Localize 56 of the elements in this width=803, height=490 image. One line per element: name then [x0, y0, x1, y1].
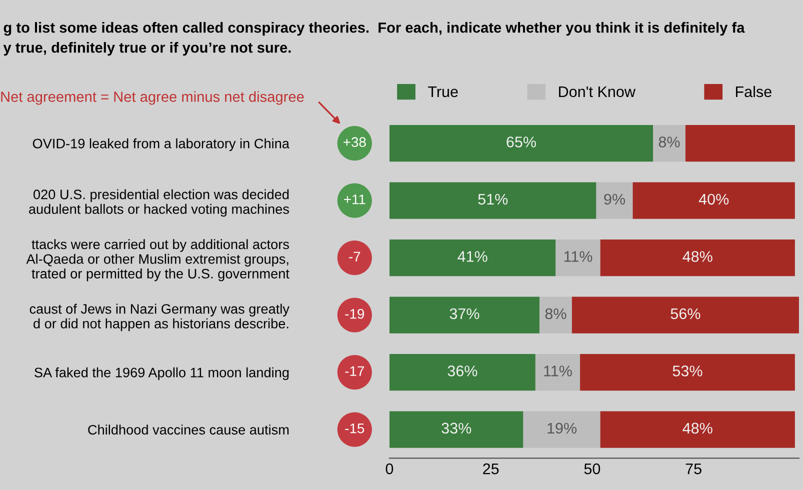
y-tick-label: SA faked the 1969 Apollo 11 moon landing — [34, 367, 289, 380]
bar — [580, 354, 795, 391]
y-tick-label: ttacks were carried out by additional actors Al-Qaeda or other Muslim extremist groups, trated or permitted by the U.S. government — [26, 239, 290, 282]
legend-label: True — [428, 86, 458, 98]
bar — [685, 124, 795, 162]
text: Net agreement = Net agree minus net disagree — [1, 91, 304, 105]
data-label: 11% — [564, 251, 592, 262]
data-label: 37% — [450, 308, 480, 320]
data-label: 51% — [478, 194, 508, 205]
y-tick-label: caust of Jews in Nazi Germany was greatly d or did not happen as historians describe. — [30, 304, 290, 332]
bar — [389, 296, 540, 334]
data-label: 19% — [548, 422, 577, 434]
data-label: 8% — [545, 308, 566, 320]
text: -17 — [345, 366, 364, 376]
text: -19 — [345, 308, 364, 319]
bar — [389, 411, 524, 448]
data-label: 33% — [442, 422, 472, 434]
bar — [389, 124, 654, 162]
x-tick-label: 25 — [483, 463, 499, 474]
chart-title: g to list some ideas often called conspiracy theories. For each, indicate whether you think it is definitely fa y true, definitely true or if you’re not sure. — [3, 22, 745, 56]
data-label: 36% — [448, 366, 478, 376]
data-label: 11% — [544, 366, 572, 376]
data-label: 53% — [672, 366, 702, 376]
y-tick-label: OVID-19 leaked from a laboratory in China — [32, 138, 290, 152]
bar — [572, 296, 799, 334]
data-label: 48% — [682, 422, 712, 434]
bar — [653, 124, 686, 162]
bar — [389, 182, 596, 219]
x-tick-label: 50 — [584, 463, 600, 474]
data-label: 48% — [682, 251, 712, 262]
bar — [535, 354, 580, 391]
bar — [600, 239, 795, 276]
text: -15 — [345, 424, 364, 434]
data-label: 56% — [670, 308, 700, 320]
bar — [389, 354, 536, 391]
data-label: 41% — [458, 251, 488, 262]
legend-label: False — [736, 86, 772, 98]
bar — [539, 296, 572, 334]
bar — [596, 182, 633, 219]
y-tick-label: Childhood vaccines cause autism — [88, 424, 289, 435]
y-tick-label: 020 U.S. presidential election was decided audulent ballots or hacked voting machines — [29, 189, 289, 217]
x-tick-label: 75 — [686, 464, 702, 474]
data-label: 40% — [698, 194, 729, 205]
text: -7 — [349, 252, 360, 262]
data-label: 8% — [658, 136, 680, 148]
legend-label: Don't Know — [559, 86, 636, 98]
text: +11 — [344, 194, 366, 204]
data-label: 65% — [506, 136, 536, 148]
bar — [600, 411, 795, 448]
bar — [556, 239, 600, 276]
x-tick-label: 0 — [386, 463, 394, 474]
bar — [632, 182, 795, 219]
data-label: 9% — [604, 194, 625, 205]
bar — [389, 239, 556, 276]
text: +38 — [344, 137, 366, 148]
bar — [523, 411, 600, 448]
